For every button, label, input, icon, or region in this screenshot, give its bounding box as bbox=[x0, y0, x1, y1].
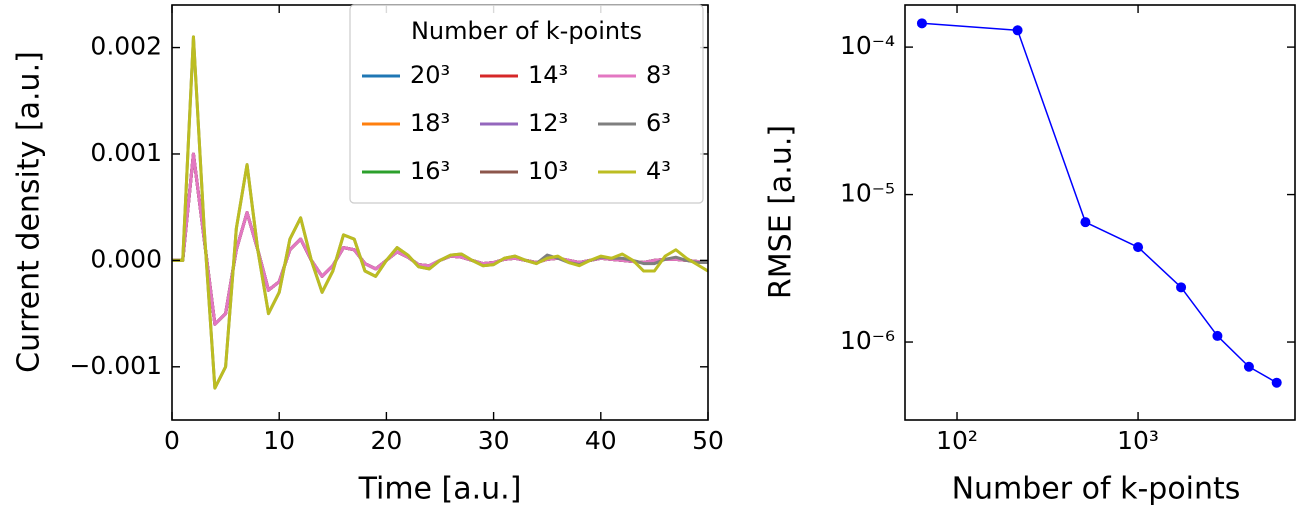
legend-label: 6³ bbox=[646, 109, 671, 137]
legend-label: 12³ bbox=[528, 109, 568, 137]
data-point bbox=[1212, 330, 1223, 341]
legend-title: Number of k-points bbox=[411, 17, 642, 45]
axes-frame bbox=[904, 4, 1296, 421]
y-tick-label: 10⁻⁵ bbox=[840, 179, 895, 208]
legend-label: 20³ bbox=[410, 61, 450, 89]
x-tick-label: 10³ bbox=[1117, 426, 1159, 455]
x-axis-label: Time [a.u.] bbox=[358, 472, 522, 507]
series-line bbox=[921, 22, 1278, 384]
x-tick-label: 10² bbox=[936, 426, 978, 455]
legend-label: 16³ bbox=[410, 157, 450, 185]
y-tick-label: 0.000 bbox=[90, 244, 162, 273]
y-tick-label: 10⁻⁶ bbox=[840, 326, 895, 355]
y-axis-label: Current density [a.u.] bbox=[12, 51, 47, 373]
data-point bbox=[1243, 361, 1254, 372]
x-tick-label: 20 bbox=[370, 426, 402, 455]
legend-box bbox=[349, 4, 704, 204]
data-point bbox=[1133, 242, 1144, 253]
data-point bbox=[1080, 217, 1091, 228]
plot-area bbox=[172, 35, 708, 390]
y-axis-label: RMSE [a.u.] bbox=[764, 125, 799, 299]
plot-area bbox=[921, 22, 1278, 384]
legend-label: 10³ bbox=[528, 157, 568, 185]
x-tick-label: 30 bbox=[478, 426, 510, 455]
data-point bbox=[1176, 282, 1187, 293]
legend-label: 4³ bbox=[646, 157, 671, 185]
data-point bbox=[1271, 377, 1282, 388]
series-line bbox=[172, 35, 708, 390]
legend-label: 18³ bbox=[410, 109, 450, 137]
x-tick-label: 50 bbox=[692, 426, 724, 455]
x-tick-label: 40 bbox=[585, 426, 617, 455]
y-tick-label: 0.001 bbox=[90, 138, 162, 167]
data-point bbox=[1012, 25, 1023, 36]
legend-label: 14³ bbox=[528, 61, 568, 89]
data-point bbox=[916, 18, 927, 29]
y-tick-label: −0.001 bbox=[69, 351, 162, 380]
x-axis-label: Number of k-points bbox=[952, 472, 1241, 507]
y-tick-label: 10⁻⁴ bbox=[840, 31, 895, 60]
legend-label: 8³ bbox=[646, 61, 671, 89]
x-tick-label: 0 bbox=[164, 426, 180, 455]
x-tick-label: 10 bbox=[263, 426, 295, 455]
y-tick-label: 0.002 bbox=[90, 32, 162, 61]
